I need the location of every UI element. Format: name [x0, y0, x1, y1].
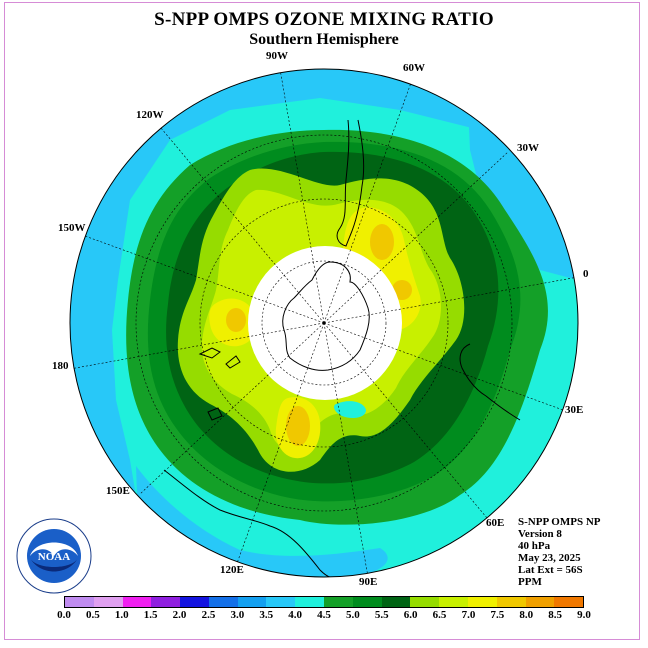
color-scale-label: 9.0 — [577, 609, 591, 621]
color-scale-label: 5.0 — [346, 609, 360, 621]
color-scale-label: 4.0 — [288, 609, 302, 621]
latitude-circle-70s — [199, 198, 449, 448]
color-scale-swatch — [525, 597, 555, 607]
ozone-peak-indian — [286, 406, 310, 446]
ozone-region-30-35-northeast — [468, 106, 578, 280]
color-scale-swatch — [381, 597, 411, 607]
color-scale-swatch — [554, 597, 584, 607]
lon-label-30e: 30E — [565, 404, 584, 416]
info-version: Version 8 — [518, 528, 562, 540]
lon-label-30w: 30W — [517, 142, 539, 154]
color-scale-swatch — [208, 597, 238, 607]
logo-text: NOAA — [38, 551, 70, 563]
color-scale-label: 2.0 — [172, 609, 187, 621]
info-date: May 23, 2025 — [518, 552, 581, 564]
color-scale-label: 2.5 — [201, 609, 216, 621]
color-scale-label: 5.5 — [374, 609, 389, 621]
color-scale-swatch — [295, 597, 325, 607]
lon-label-150w: 150W — [58, 222, 86, 234]
ozone-peak-atlantic — [370, 224, 394, 260]
lon-label-90e: 90E — [359, 576, 378, 588]
ozone-peak-pacific — [226, 308, 246, 332]
antarctica-coastline — [282, 261, 370, 371]
lon-label-90w: 90W — [266, 50, 288, 62]
color-scale-label: 7.5 — [490, 609, 505, 621]
lon-label-0: 0 — [583, 268, 589, 280]
color-scale-bar — [64, 596, 584, 608]
info-block: S-NPP OMPS NP Version 8 40 hPa May 23, 2… — [518, 516, 601, 588]
color-scale-swatch — [352, 597, 382, 607]
figure-border — [4, 2, 640, 640]
color-scale-swatch — [65, 597, 94, 607]
color-scale-swatch — [324, 597, 353, 607]
color-scale-swatch — [439, 597, 468, 607]
color-scale-swatch — [237, 597, 267, 607]
color-scale-label: 0.0 — [57, 609, 71, 621]
australia-coastline — [163, 469, 335, 577]
info-lat-ext: Lat Ext = 56S — [518, 564, 583, 576]
color-scale-swatch — [122, 597, 152, 607]
ozone-region-40-45-spot — [334, 401, 366, 418]
meridian-lines — [70, 69, 578, 577]
ozone-peak-east — [392, 280, 412, 300]
figure-title: S-NPP OMPS OZONE MIXING RATIO — [154, 9, 494, 30]
color-scale-label: 3.0 — [230, 609, 245, 621]
color-scale-swatch — [496, 597, 526, 607]
color-scale-swatch — [410, 597, 440, 607]
color-scale-swatch — [266, 597, 296, 607]
color-scale-swatch — [467, 597, 497, 607]
color-scale-label: 8.5 — [548, 609, 562, 621]
south-america-coastline — [336, 119, 365, 247]
color-scale-label: 1.5 — [143, 609, 158, 621]
tasmania-coastline — [207, 407, 223, 421]
color-scale-label: 8.0 — [519, 609, 534, 621]
noaa-logo: NOAA — [16, 518, 92, 594]
color-scale-label: 3.5 — [259, 609, 274, 621]
color-scale-swatch — [93, 597, 123, 607]
lon-label-60w: 60W — [403, 62, 425, 74]
color-scale-label: 1.0 — [114, 609, 129, 621]
lon-label-150e: 150E — [106, 485, 130, 497]
color-scale-label: 4.5 — [317, 609, 331, 621]
latitude-circle-60s — [135, 134, 513, 512]
lon-label-120e: 120E — [220, 564, 244, 576]
lon-label-180: 180 — [52, 360, 69, 372]
africa-coastline — [459, 343, 521, 421]
color-scale-label: 7.0 — [461, 609, 476, 621]
color-scale-labels: 0.0 0.5 1.0 1.5 2.0 2.5 3.0 3.5 4.0 4.5 5.0 5.5 6.0 6… — [57, 609, 591, 623]
color-scale-swatch — [180, 597, 209, 607]
map-boundary — [69, 68, 579, 578]
color-scale-label: 0.5 — [86, 609, 100, 621]
color-scale-label: 6.0 — [403, 609, 418, 621]
info-units: PPM — [518, 576, 542, 588]
latitude-circle-80s — [261, 260, 387, 386]
color-scale-swatch — [151, 597, 181, 607]
lon-label-60e: 60E — [486, 517, 505, 529]
info-level: 40 hPa — [518, 540, 551, 552]
color-scale-label: 6.5 — [432, 609, 447, 621]
info-instrument: S-NPP OMPS NP — [518, 516, 601, 528]
lon-label-120w: 120W — [136, 109, 164, 121]
figure-subtitle: Southern Hemisphere — [249, 31, 399, 48]
south-pole-marker — [322, 321, 326, 325]
new-zealand-coastline — [198, 347, 241, 369]
